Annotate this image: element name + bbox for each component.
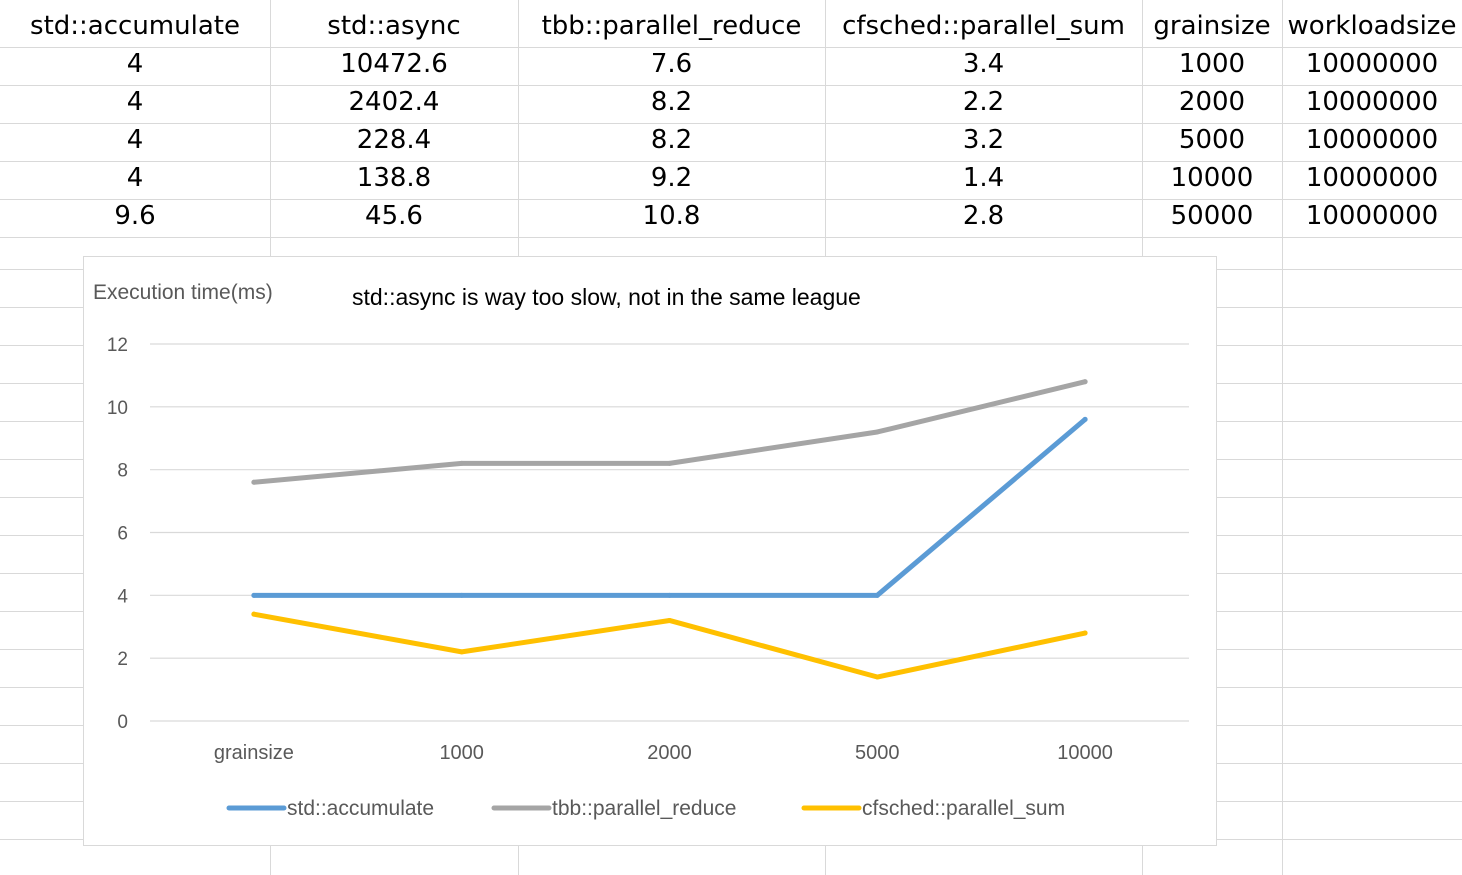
data-point [1082, 416, 1088, 422]
column-header[interactable]: workloadsize [1287, 11, 1457, 41]
table-cell[interactable]: 5000 [1178, 125, 1246, 155]
y-tick-label: 12 [107, 335, 128, 356]
legend-label: cfsched::parallel_sum [862, 797, 1065, 820]
data-point [667, 460, 672, 466]
series-line [251, 379, 1088, 485]
data-point [459, 592, 465, 598]
legend-label: tbb::parallel_reduce [552, 797, 736, 820]
legend-label: std::accumulate [287, 797, 434, 820]
column-header[interactable]: std::async [327, 11, 461, 41]
table-cell[interactable]: 8.2 [650, 125, 693, 155]
table-cell[interactable]: 45.6 [365, 201, 423, 231]
table-cell[interactable]: 7.6 [650, 49, 693, 79]
table-cell[interactable]: 138.8 [356, 163, 432, 193]
series-line [251, 416, 1088, 598]
table-cell[interactable]: 1.4 [962, 163, 1005, 193]
table-cell[interactable]: 9.6 [114, 201, 156, 231]
table-cell[interactable]: 4 [126, 163, 144, 193]
y-axis-label: Execution time(ms) [93, 281, 273, 304]
column-header[interactable]: std::accumulate [30, 11, 240, 41]
table-cell[interactable]: 4 [126, 125, 144, 155]
table-cell[interactable]: 4 [126, 87, 144, 117]
y-tick-label: 2 [117, 649, 128, 670]
table-cell[interactable]: 8.2 [650, 87, 693, 117]
x-tick-label: 5000 [855, 742, 900, 764]
table-cell[interactable]: 9.2 [650, 163, 693, 193]
data-point [251, 479, 257, 485]
y-tick-label: 0 [117, 712, 128, 733]
table-cell[interactable]: 10000000 [1305, 87, 1439, 117]
table-cell[interactable]: 4 [126, 49, 144, 79]
table-cell[interactable]: 2.8 [962, 201, 1005, 231]
column-header[interactable]: grainsize [1153, 11, 1271, 41]
table-cell[interactable]: 50000 [1170, 201, 1254, 231]
data-point [459, 649, 465, 655]
data-point [459, 460, 465, 466]
x-tick-label: 2000 [647, 742, 692, 764]
table-cell[interactable]: 2000 [1178, 87, 1246, 117]
data-point [251, 611, 257, 617]
table-cell[interactable]: 1000 [1178, 49, 1246, 79]
table-cell[interactable]: 10000 [1170, 163, 1254, 193]
data-point [667, 617, 672, 623]
table-cell[interactable]: 10.8 [642, 201, 701, 231]
table-cell[interactable]: 228.4 [356, 125, 432, 155]
table-cell[interactable]: 10000000 [1305, 201, 1439, 231]
table-cell[interactable]: 10472.6 [340, 49, 448, 79]
y-tick-label: 8 [117, 461, 128, 482]
table-cell[interactable]: 10000000 [1305, 163, 1439, 193]
y-tick-label: 10 [107, 398, 128, 419]
data-point [874, 429, 880, 435]
x-tick-label: 10000 [1057, 742, 1113, 764]
data-point [667, 592, 672, 598]
line-chart[interactable]: 0 2 4 6 8 10 12 grainsize 1000 2000 5000 10000 std::… [83, 256, 1217, 846]
column-header[interactable]: cfsched::parallel_sum [842, 11, 1125, 41]
y-tick-label: 4 [117, 586, 128, 607]
table-cell[interactable]: 10000000 [1305, 125, 1439, 155]
x-tick-label: grainsize [214, 742, 294, 764]
series-line [251, 611, 1088, 680]
table-cell[interactable]: 2402.4 [348, 87, 440, 117]
table-cell[interactable]: 3.2 [962, 125, 1005, 155]
data-point [251, 592, 257, 598]
table-cell[interactable]: 3.4 [962, 49, 1005, 79]
data-point [1082, 630, 1088, 636]
data-point [874, 592, 880, 598]
data-point [1082, 379, 1088, 385]
x-tick-label: 1000 [439, 742, 484, 764]
chart-title: std::async is way too slow, not in the s… [352, 284, 861, 310]
data-point [874, 674, 880, 680]
y-tick-label: 6 [117, 524, 128, 545]
table-cell[interactable]: 2.2 [962, 87, 1005, 117]
table-cell[interactable]: 10000000 [1305, 49, 1439, 79]
column-header[interactable]: tbb::parallel_reduce [541, 11, 802, 41]
